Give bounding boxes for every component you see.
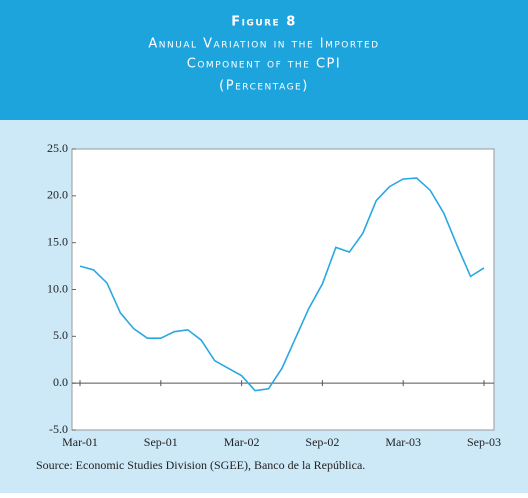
title-line: Annual Variation in the Imported (148, 37, 379, 52)
title-line: Figure 8 (231, 15, 297, 30)
line (79, 177, 485, 392)
x-tick-label: Sep-01 (144, 435, 178, 449)
subtitle: (Percentage) (219, 79, 309, 94)
y-tick-label: 15.0 (47, 234, 68, 248)
title-line: Component of the CPI (187, 57, 341, 72)
header (0, 0, 528, 120)
y-tick-label: 25.0 (47, 141, 68, 155)
y-tick-label: -5.0 (49, 422, 68, 436)
x-tick-label: Mar-01 (62, 435, 98, 449)
x-tick-label: Mar-02 (224, 435, 260, 449)
y-tick-label: 5.0 (53, 328, 68, 342)
y-tick-label: 0.0 (53, 375, 68, 389)
x-tick-label: Sep-03 (467, 435, 501, 449)
x-tick-label: Sep-02 (305, 435, 339, 449)
y-tick-label: 20.0 (47, 188, 68, 202)
y-tick-label: 10.0 (47, 281, 68, 295)
source: Source: Economic Studies Division (SGEE)… (36, 458, 365, 472)
x-tick-label: Mar-03 (385, 435, 421, 449)
